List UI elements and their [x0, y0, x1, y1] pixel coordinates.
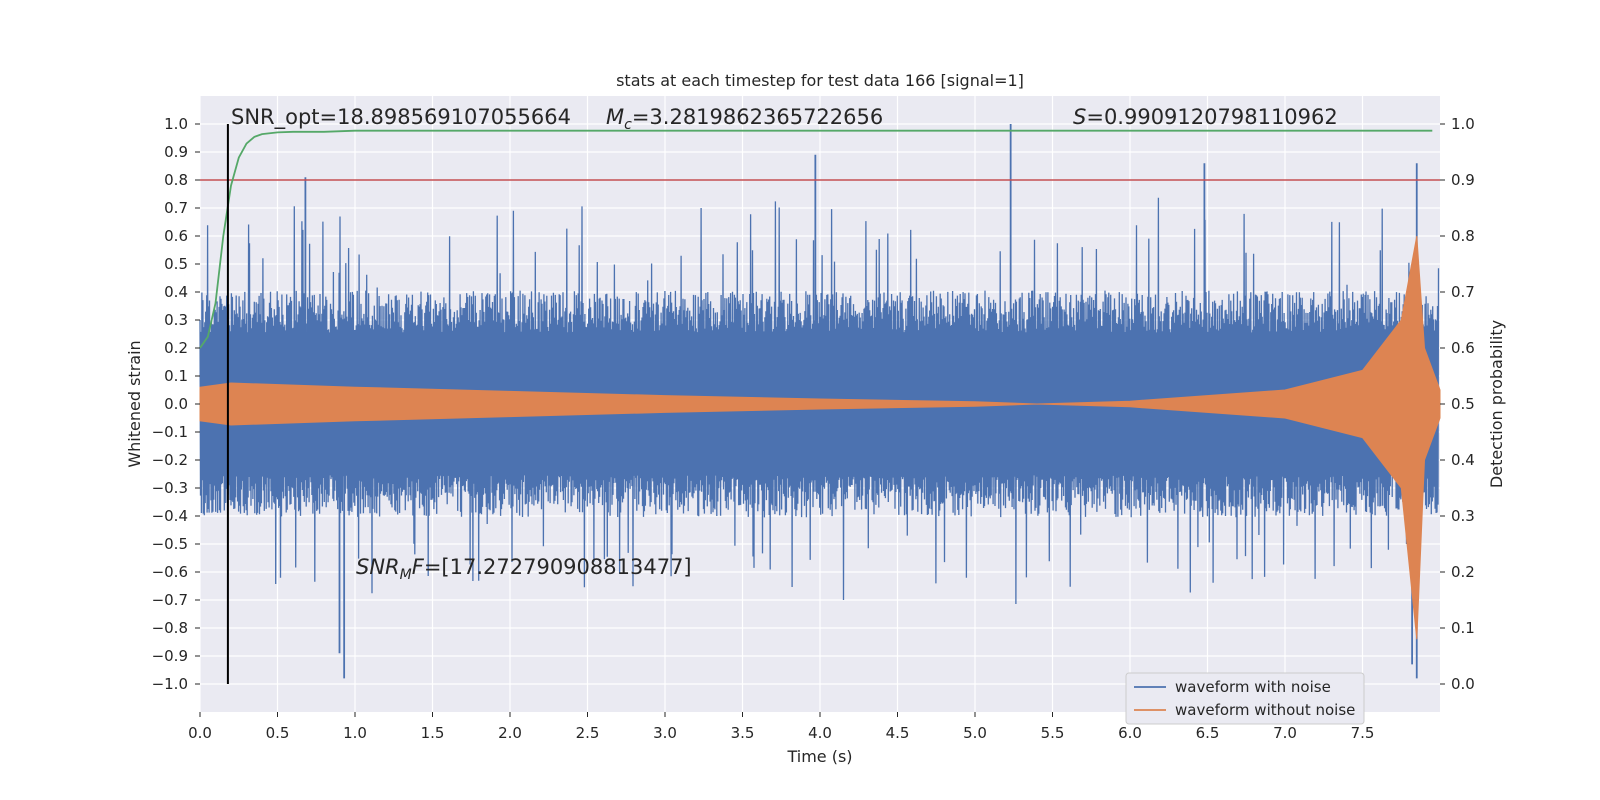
y2-tick-label: 0.9 — [1451, 171, 1475, 189]
x-tick-label: 2.5 — [576, 724, 600, 742]
x-tick-label: 6.5 — [1196, 724, 1220, 742]
y-tick-label: 0.3 — [164, 311, 188, 329]
y-tick-label: −0.3 — [152, 479, 188, 497]
x-tick-label: 0.0 — [188, 724, 212, 742]
y-tick-label: −0.6 — [152, 563, 188, 581]
chart-title: stats at each timestep for test data 166… — [616, 71, 1024, 90]
series-waveform-without-noise — [199, 235, 1441, 640]
y-tick-label: −0.8 — [152, 619, 188, 637]
overlay-lines — [199, 124, 1440, 684]
annotation-s-score: S=0.9909120798110962 — [1073, 105, 1338, 129]
y-tick-label: −0.4 — [152, 507, 188, 525]
legend-box — [1125, 672, 1365, 725]
y-tick-label: 0.8 — [164, 171, 188, 189]
y-tick-label: 0.9 — [164, 143, 188, 161]
right-axis-ticks: 1.0 0.9 0.8 0.7 0.6 0.5 0.4 0.3 0.2 0.1 0.0 — [1440, 115, 1475, 693]
x-tick-label: 5.0 — [963, 724, 987, 742]
x-tick-label: 2.0 — [498, 724, 522, 742]
y-tick-label: 0.2 — [164, 339, 188, 357]
y2-tick-label: 0.2 — [1451, 563, 1475, 581]
y-tick-label: 0.5 — [164, 255, 188, 273]
left-axis-ticks: 1.0 0.9 0.8 0.7 0.6 0.5 0.4 0.3 0.2 0.1 0.0 −0.1 −0.… — [152, 115, 200, 693]
y2-tick-label: 0.5 — [1451, 395, 1475, 413]
x-tick-label: 1.0 — [343, 724, 367, 742]
y-tick-label: 0.1 — [164, 367, 188, 385]
y-tick-label: 0.6 — [164, 227, 188, 245]
y2-tick-label: 0.3 — [1451, 507, 1475, 525]
clean-waveform-band — [199, 235, 1441, 640]
x-tick-label: 1.5 — [421, 724, 445, 742]
y2-tick-label: 0.6 — [1451, 339, 1475, 357]
y-tick-label: −0.5 — [152, 535, 188, 553]
y-tick-label: −0.1 — [152, 423, 188, 441]
y-tick-label: −0.2 — [152, 451, 188, 469]
x-tick-label: 3.5 — [731, 724, 755, 742]
y2-tick-label: 0.8 — [1451, 227, 1475, 245]
detection-probability-curve — [199, 129, 1433, 349]
x-tick-label: 4.5 — [886, 724, 910, 742]
x-tick-label: 7.0 — [1273, 724, 1297, 742]
y-tick-label: −0.9 — [152, 647, 188, 665]
y2-tick-label: 0.4 — [1451, 451, 1475, 469]
y-tick-label: 1.0 — [164, 115, 188, 133]
y-tick-label: 0.0 — [164, 395, 188, 413]
legend-label-noise: waveform with noise — [1175, 678, 1331, 696]
y2-tick-label: 0.7 — [1451, 283, 1475, 301]
y2-tick-label: 0.0 — [1451, 675, 1475, 693]
y-tick-label: 0.4 — [164, 283, 188, 301]
annotation-snr-mf: SNRMF=[17.272790908813477] — [356, 555, 692, 583]
y-tick-label: 0.7 — [164, 199, 188, 217]
x-axis-label: Time (s) — [786, 747, 852, 766]
x-tick-label: 4.0 — [808, 724, 832, 742]
x-tick-label: 5.5 — [1041, 724, 1065, 742]
legend: waveform with noise waveform without noi… — [1125, 672, 1365, 725]
y-tick-label: −1.0 — [152, 675, 188, 693]
x-tick-label: 0.5 — [266, 724, 290, 742]
y2-tick-label: 1.0 — [1451, 115, 1475, 133]
annotation-snr-opt: SNR_opt=18.898569107055664 — [231, 105, 571, 130]
x-axis-ticks: 0.0 0.5 1.0 1.5 2.0 2.5 3.0 3.5 4.0 4.5 5.0 5.5 6.0 6… — [188, 712, 1374, 742]
annotation-chirp-mass: Mc=3.2819862365722656 — [606, 105, 883, 133]
x-tick-label: 7.5 — [1351, 724, 1375, 742]
legend-label-clean: waveform without noise — [1175, 701, 1355, 719]
y-axis-label: Whitened strain — [125, 340, 144, 467]
y2-axis-label: Detection probability — [1487, 320, 1506, 488]
noise-trace — [199, 197, 1440, 605]
y2-tick-label: 0.1 — [1451, 619, 1475, 637]
x-tick-label: 6.0 — [1118, 724, 1142, 742]
x-tick-label: 3.0 — [653, 724, 677, 742]
y-tick-label: −0.7 — [152, 591, 188, 609]
